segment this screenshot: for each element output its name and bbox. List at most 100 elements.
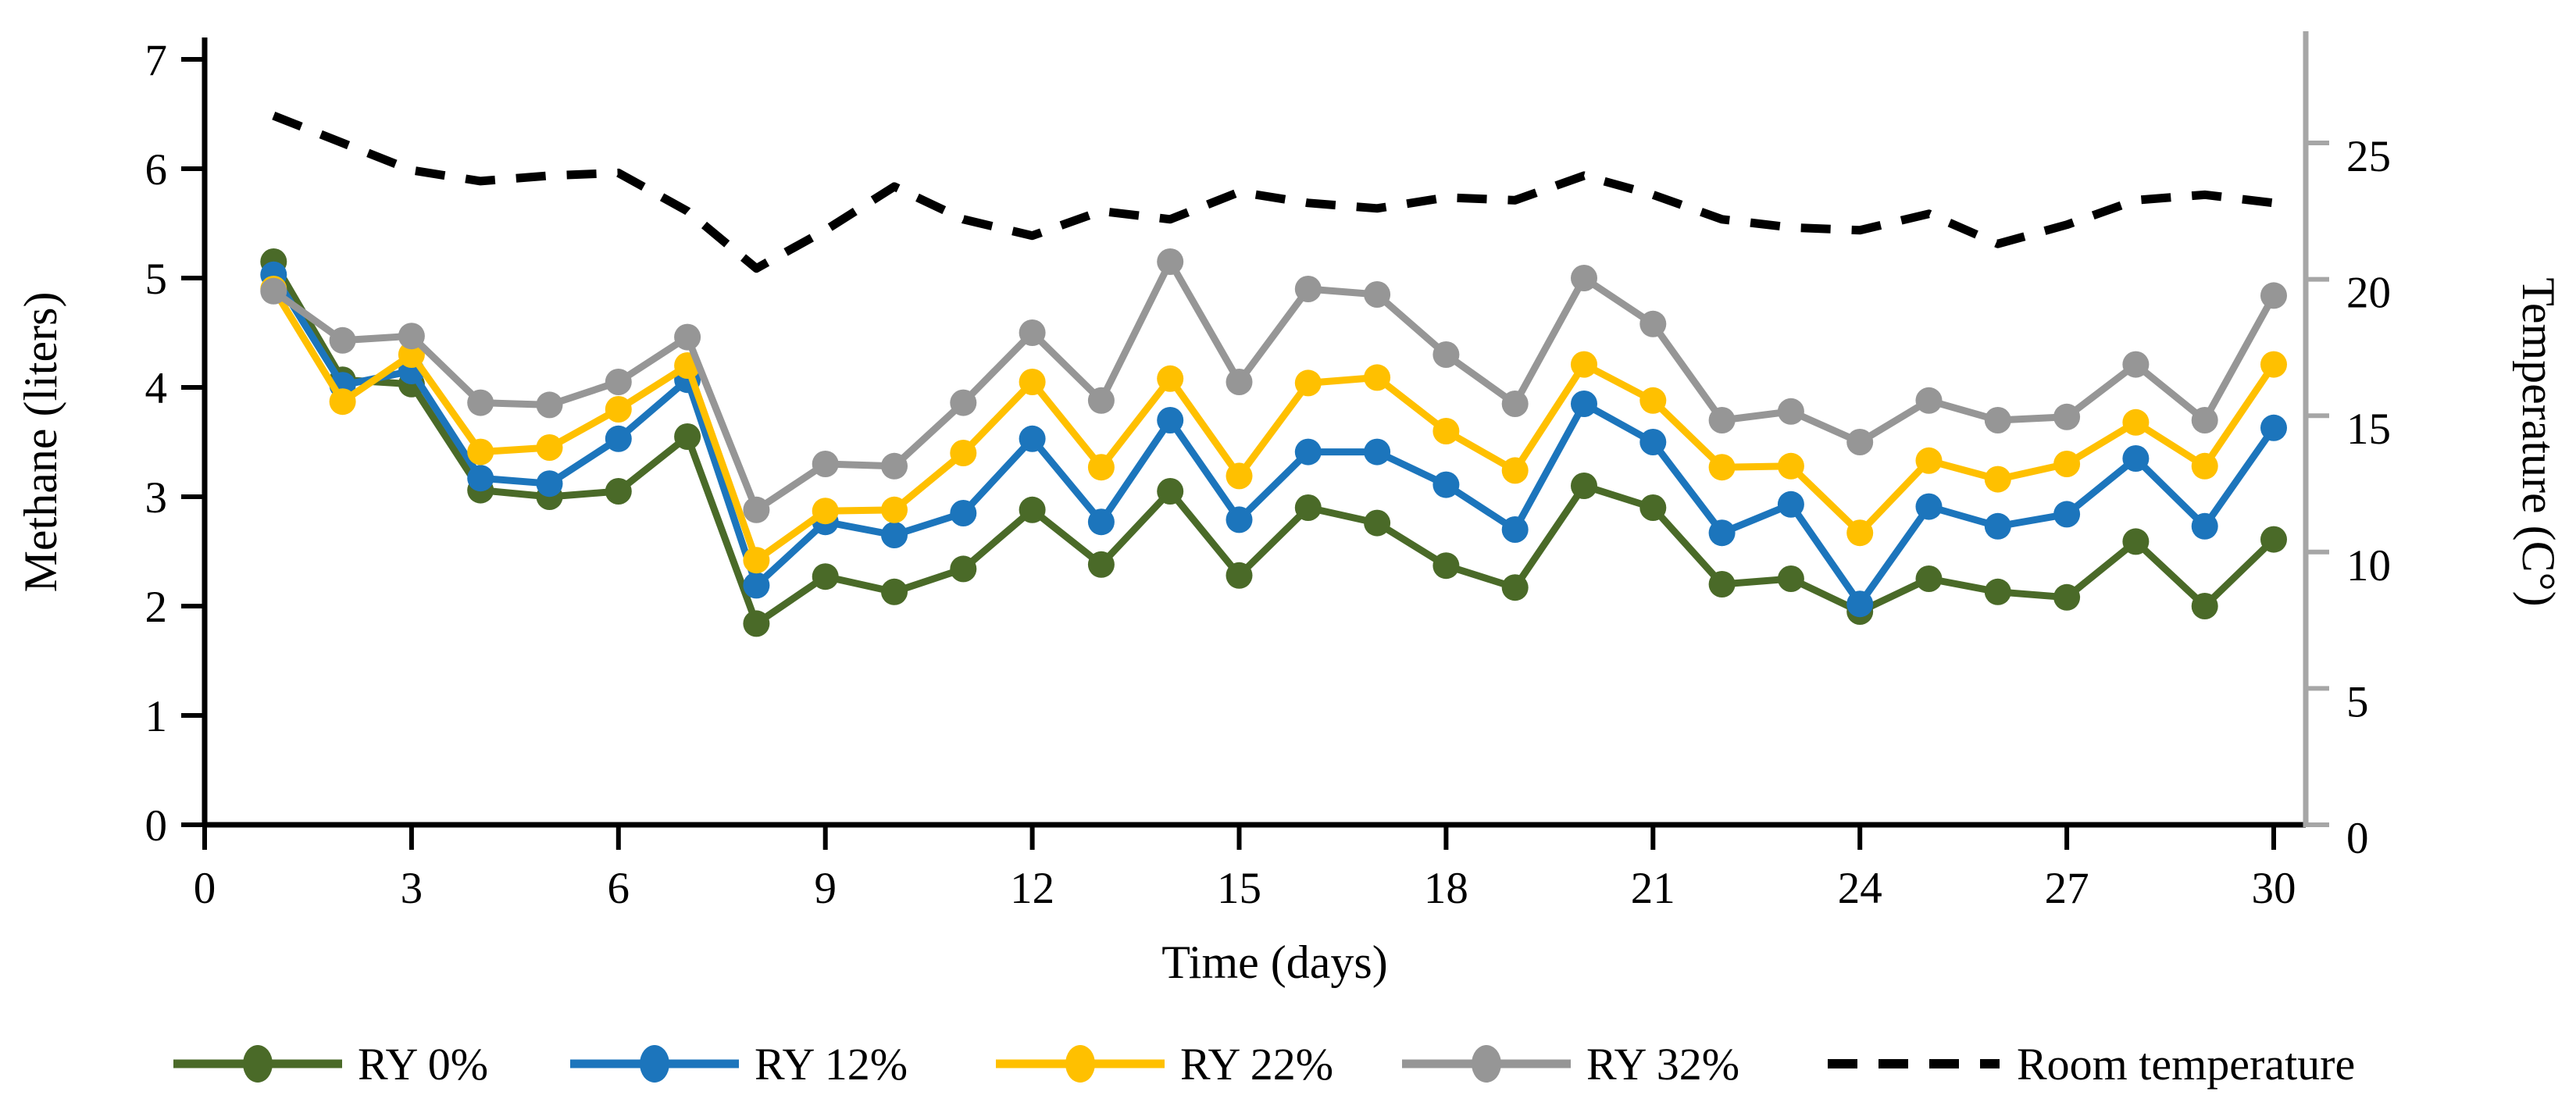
data-point <box>2191 593 2218 619</box>
data-point <box>2260 282 2287 309</box>
x-tick-label: 9 <box>814 864 837 913</box>
data-point <box>1639 387 1667 414</box>
data-point <box>1019 369 1046 395</box>
data-point <box>1432 418 1460 444</box>
data-point <box>260 277 287 305</box>
data-point <box>605 425 632 452</box>
series-line <box>269 271 2278 608</box>
data-point <box>1157 248 1184 275</box>
data-point <box>1708 407 1736 433</box>
data-point <box>329 388 356 416</box>
data-point <box>1501 516 1529 543</box>
data-point <box>1639 429 1667 455</box>
y-axis-left-title: Methane (liters) <box>15 292 66 593</box>
data-point <box>2191 407 2218 433</box>
y-left-tick-label: 2 <box>145 583 168 632</box>
data-point <box>950 500 977 526</box>
data-point <box>2122 408 2150 436</box>
data-point <box>1501 574 1529 601</box>
data-point <box>1157 478 1184 505</box>
data-point <box>1226 369 1253 395</box>
data-point <box>881 496 908 523</box>
data-point <box>1087 454 1115 481</box>
data-point <box>1777 398 1804 425</box>
y-left-tick-label: 7 <box>145 36 168 85</box>
data-point <box>605 396 632 423</box>
legend-item-ry-0: RY 0% <box>173 1039 488 1090</box>
data-point <box>1984 578 2011 605</box>
data-point <box>1915 493 1943 520</box>
data-point <box>743 496 770 523</box>
data-point <box>605 369 632 395</box>
data-point <box>1087 551 1115 578</box>
data-point <box>329 326 356 354</box>
x-tick-label: 15 <box>1217 864 1261 913</box>
legend-label-ry-32: RY 32% <box>1586 1039 1739 1090</box>
data-point <box>1019 425 1046 452</box>
data-point <box>1777 565 1804 592</box>
data-point <box>1364 509 1391 537</box>
series-line <box>269 258 2278 627</box>
x-tick-label: 21 <box>1631 864 1675 913</box>
x-tick-label: 3 <box>401 864 423 913</box>
data-point <box>1294 369 1322 397</box>
data-point <box>812 498 839 525</box>
series-ry-22- <box>260 276 2287 574</box>
data-point <box>2053 583 2081 611</box>
temperature-line <box>272 111 2275 273</box>
y-left-tick-label: 6 <box>145 145 168 194</box>
data-point <box>398 323 425 350</box>
x-tick-label: 12 <box>1010 864 1054 913</box>
data-point <box>2260 526 2287 553</box>
series-ry-32- <box>260 248 2287 523</box>
data-point <box>1708 571 1736 598</box>
y-left-tick-label: 5 <box>145 255 168 304</box>
data-point <box>1087 508 1115 536</box>
y-left-tick-label: 1 <box>145 692 168 741</box>
y-left-tick-label: 3 <box>145 473 168 523</box>
y-right-tick-label: 20 <box>2346 269 2391 318</box>
data-series <box>260 111 2287 637</box>
y-right-tick-label: 0 <box>2346 814 2369 863</box>
y-right-tick-label: 5 <box>2346 677 2369 726</box>
data-point <box>1571 473 1597 499</box>
data-point <box>1708 519 1736 547</box>
data-point <box>1984 512 2011 540</box>
data-point <box>1364 281 1391 308</box>
y-axis-right-title: Temperature (C°) <box>2513 277 2564 606</box>
data-point <box>1364 364 1391 391</box>
data-point <box>1157 407 1184 433</box>
data-point <box>1915 387 1943 414</box>
data-point <box>1777 491 1804 518</box>
legend-swatch-dot-ry-32 <box>1472 1045 1501 1083</box>
data-point <box>536 391 563 419</box>
data-point <box>1019 496 1046 523</box>
y-left-tick-label: 0 <box>145 801 168 851</box>
data-point <box>1294 494 1322 521</box>
data-point <box>2053 403 2081 430</box>
data-point <box>1501 457 1529 484</box>
data-point <box>1846 519 1874 547</box>
data-point <box>1846 590 1874 618</box>
data-point <box>2191 452 2218 480</box>
data-point <box>2260 351 2287 378</box>
legend-swatch-dot-ry-22 <box>1065 1045 1095 1083</box>
x-tick-label: 18 <box>1424 864 1468 913</box>
data-point <box>2122 351 2150 378</box>
data-point <box>1639 310 1667 337</box>
data-point <box>1294 438 1322 466</box>
data-point <box>881 452 908 480</box>
x-tick-label: 0 <box>194 864 216 913</box>
data-point <box>1019 319 1046 346</box>
data-point <box>1432 552 1460 580</box>
series-ry-0- <box>260 248 2287 637</box>
data-point <box>467 465 494 492</box>
y-right-tick-label: 25 <box>2346 132 2391 181</box>
data-point <box>743 547 770 574</box>
data-point <box>1294 276 1322 302</box>
data-point <box>1915 565 1943 592</box>
x-tick-label: 30 <box>2252 864 2296 913</box>
data-point <box>743 610 770 637</box>
legend-item-room-temperature: Room temperature <box>1828 1039 2355 1090</box>
